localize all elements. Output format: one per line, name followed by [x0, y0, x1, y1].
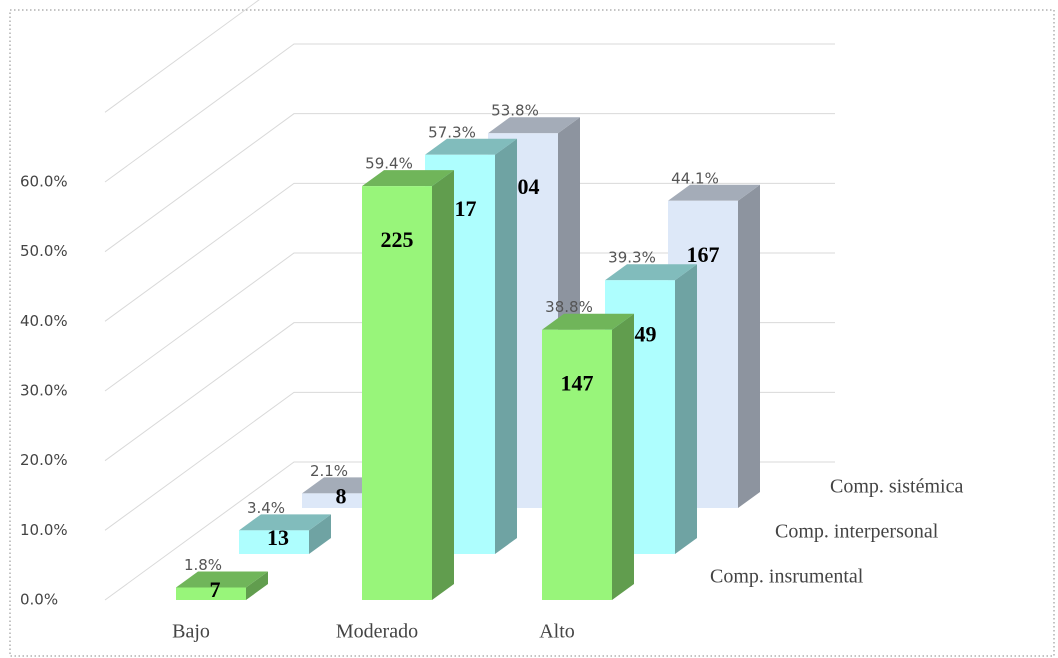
bar-top: [488, 117, 580, 134]
bar-side: [738, 184, 760, 508]
x-tick-label: Moderado: [336, 621, 418, 643]
value-label: 44.1%: [671, 169, 719, 187]
grid-line: [104, 182, 835, 322]
bar-side: [309, 514, 331, 554]
count-label: 225: [381, 227, 414, 252]
bar-top: [605, 264, 697, 281]
value-label: 57.3%: [428, 123, 476, 141]
bar-top: [542, 313, 634, 330]
count-label: 8: [336, 484, 347, 509]
bar-side: [612, 313, 634, 600]
value-label: 39.3%: [608, 249, 656, 267]
grid-line: [104, 113, 835, 253]
bar-side: [495, 138, 517, 554]
bar: [542, 313, 634, 600]
bar: [362, 170, 454, 600]
grid-line: [104, 252, 835, 392]
bar-front: [239, 530, 309, 554]
bar-front: [542, 329, 612, 600]
bar-top: [362, 170, 454, 187]
count-label: 7: [210, 577, 221, 602]
value-label: 1.8%: [184, 556, 222, 574]
grid-line: [104, 43, 835, 183]
y-tick-label: 60.0%: [20, 173, 68, 191]
bar-side: [675, 264, 697, 554]
x-tick-label: Alto: [539, 621, 575, 643]
y-tick-label: 20.0%: [20, 451, 68, 469]
x-tick-label: Bajo: [172, 621, 210, 643]
value-label: 59.4%: [365, 155, 413, 173]
bar: [176, 571, 268, 600]
y-tick-label: 40.0%: [20, 312, 68, 330]
bar-top: [176, 571, 268, 588]
bar-top: [239, 514, 331, 531]
grid-line: [104, 0, 260, 113]
series-label: Comp. insrumental: [710, 566, 864, 588]
bar-front: [362, 186, 432, 600]
value-label: 3.4%: [247, 499, 285, 517]
bar-top: [425, 138, 517, 155]
count-label: 167: [687, 242, 720, 267]
value-label: 38.8%: [545, 298, 593, 316]
series-label: Comp. sistémica: [830, 476, 963, 498]
chart-border: [9, 9, 1055, 657]
value-label: 53.8%: [491, 102, 539, 120]
y-tick-label: 10.0%: [20, 521, 68, 539]
bar-side: [432, 170, 454, 600]
count-label: 13: [267, 525, 289, 550]
bar-side: [246, 571, 268, 600]
bar-front: [176, 587, 246, 600]
bar-front: [302, 493, 372, 508]
y-tick-label: 30.0%: [20, 382, 68, 400]
value-label: 2.1%: [310, 462, 348, 480]
y-tick-label: 50.0%: [20, 242, 68, 260]
series-label: Comp. interpersonal: [775, 521, 939, 543]
count-label: 147: [561, 371, 594, 396]
bar: [239, 514, 331, 554]
y-tick-label: 0.0%: [20, 591, 58, 609]
bar-top: [668, 184, 760, 201]
